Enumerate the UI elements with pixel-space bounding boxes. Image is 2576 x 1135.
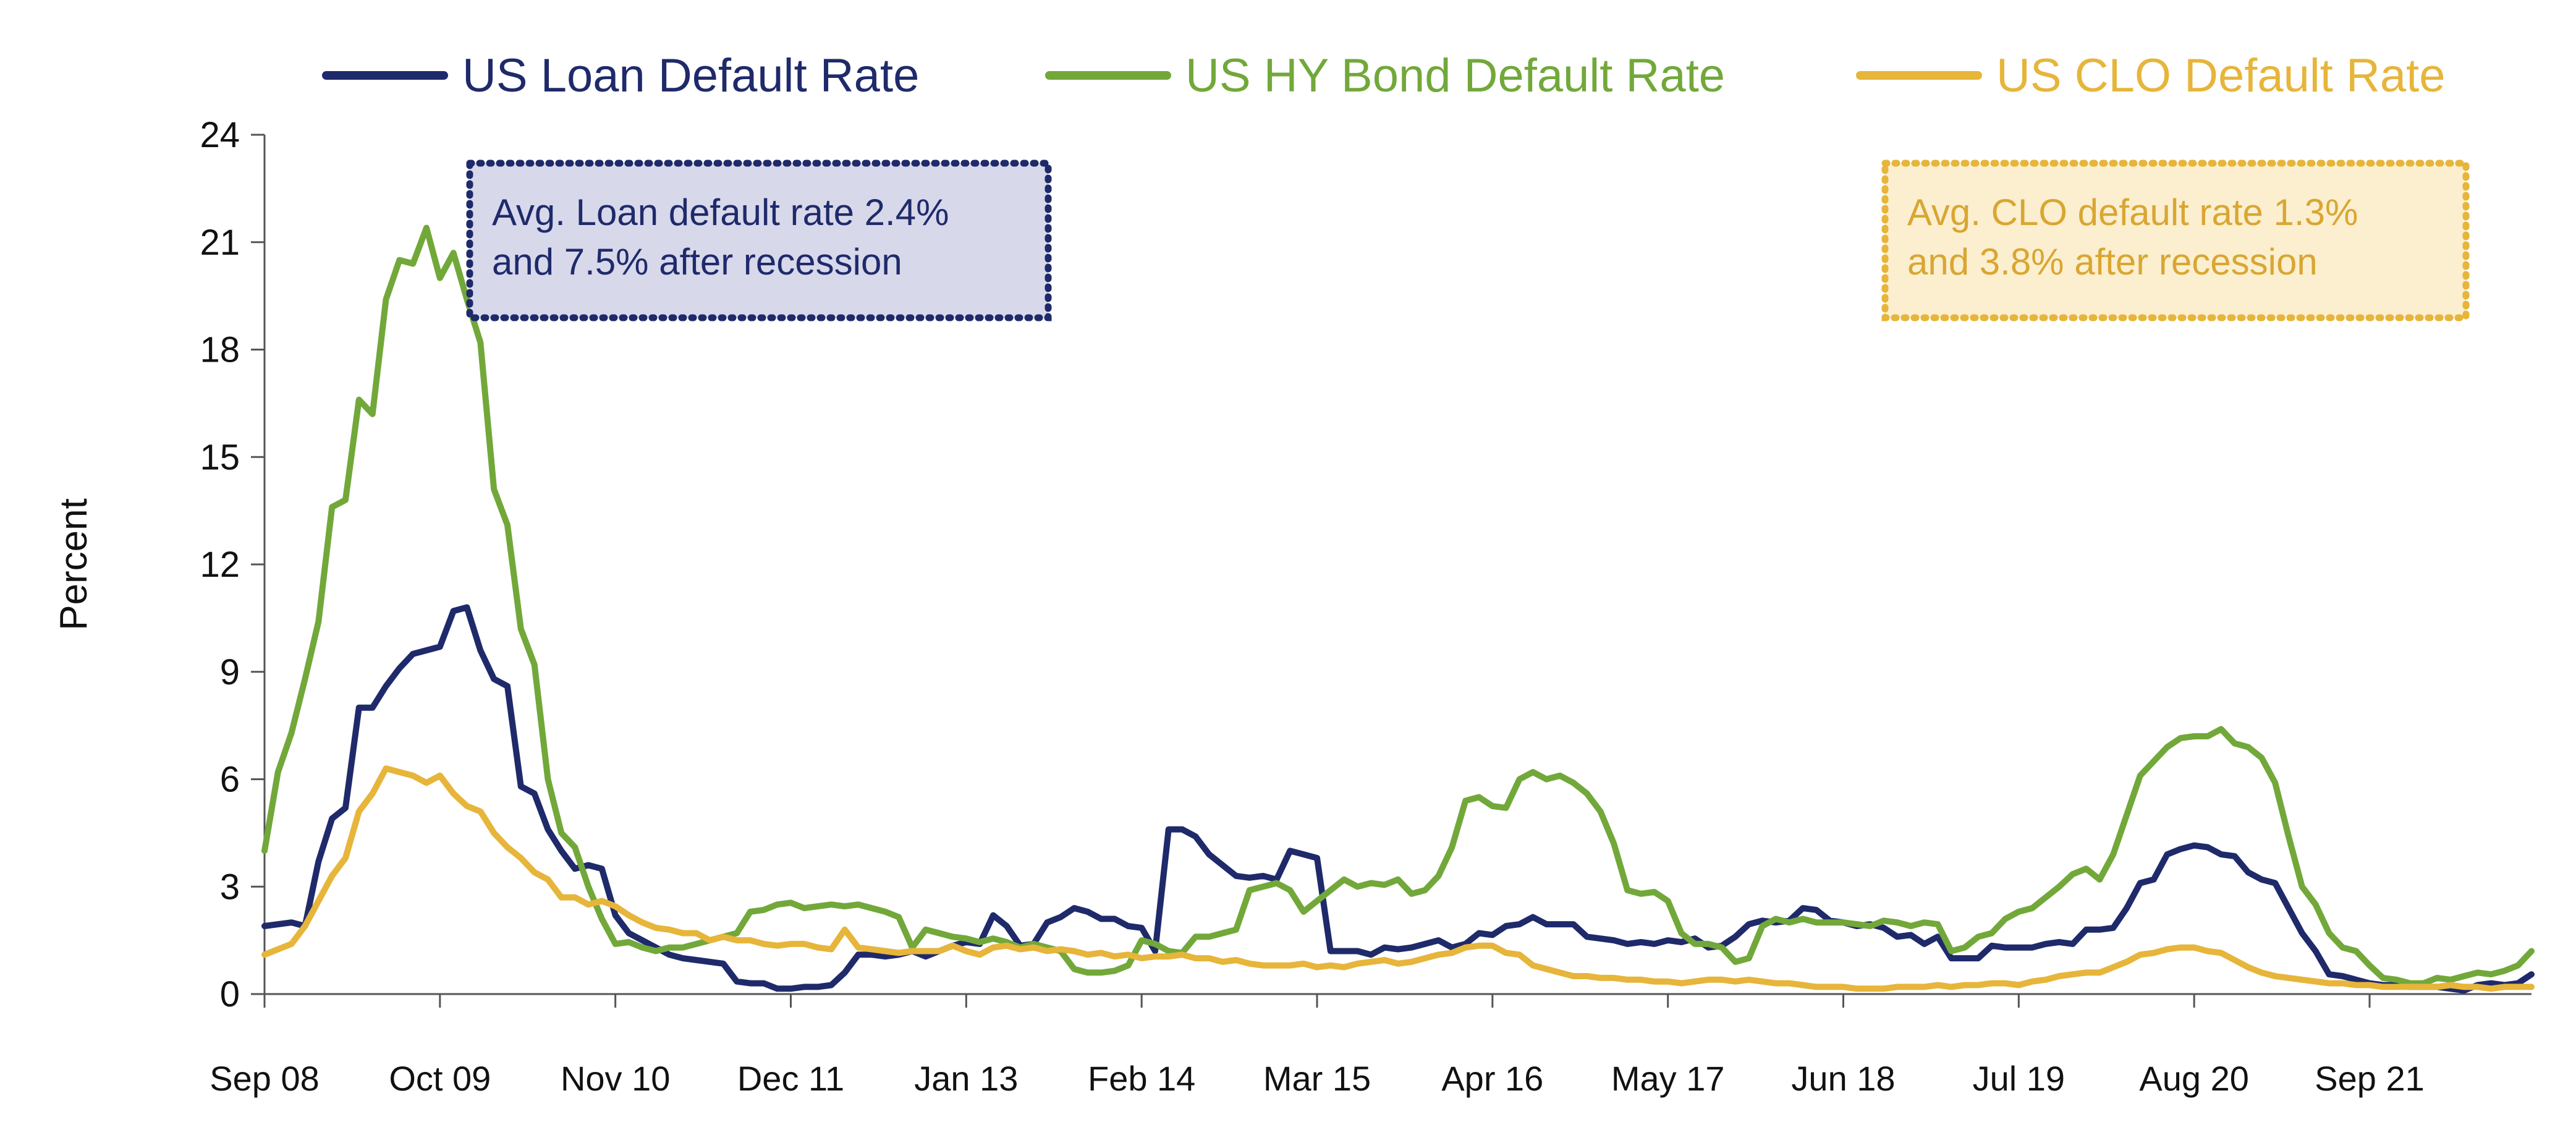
annotation-text-2: Avg. CLO default rate 1.3%: [1907, 192, 2358, 233]
legend-label-us-hy-bond-default-rate: US HY Bond Default Rate: [1185, 49, 1725, 102]
y-tick-label: 24: [200, 115, 240, 155]
y-tick-label: 0: [220, 974, 240, 1014]
x-tick-label: Jan 13: [914, 1059, 1018, 1098]
x-tick-label: Apr 16: [1441, 1059, 1543, 1098]
x-tick-label: Jun 18: [1791, 1059, 1895, 1098]
y-tick-label: 6: [220, 760, 240, 800]
annotations: Avg. Loan default rate 2.4% and 7.5% afte…: [466, 159, 2470, 321]
x-tick-label: Mar 15: [1263, 1059, 1371, 1098]
x-tick-label: Sep 21: [2315, 1059, 2425, 1098]
y-tick-label: 12: [200, 545, 240, 585]
axes: 0 3 6 9 12 15 18 21 24 Percent Sep 08 Oct 09 Nov 10 D…: [53, 115, 2532, 1098]
series-layer: [261, 224, 2535, 994]
legend-label-us-loan-default-rate: US Loan Default Rate: [462, 49, 919, 102]
series-line-us-loan-default-rate: [261, 604, 2535, 994]
y-tick-label: 3: [220, 867, 240, 907]
annotation-text-2: and 3.8% after recession: [1907, 241, 2318, 283]
series-line-us-clo-default-rate: [261, 765, 2535, 992]
y-tick-label: 21: [200, 223, 240, 263]
x-tick-label: Nov 10: [561, 1059, 670, 1098]
x-tick-label: Oct 09: [389, 1059, 491, 1098]
y-axis-label: Percent: [53, 498, 95, 631]
annotation-text-1: and 7.5% after recession: [492, 241, 902, 283]
x-tick-label: Sep 08: [210, 1059, 320, 1098]
legend: US Loan Default Rate US HY Bond Default R…: [322, 49, 2446, 102]
x-tick-label: Aug 20: [2139, 1059, 2249, 1098]
series-line-us-hy-bond-default-rate: [261, 224, 2535, 987]
legend-label-us-clo-default-rate: US CLO Default Rate: [1996, 49, 2446, 102]
annotation-box-1: [466, 159, 1052, 321]
y-tick-label: 18: [200, 330, 240, 370]
y-tick-label: 9: [220, 652, 240, 692]
x-tick-label: Feb 14: [1088, 1059, 1195, 1098]
x-tick-label: Dec 11: [737, 1059, 844, 1098]
x-tick-label: May 17: [1611, 1059, 1725, 1098]
x-tick-label: Jul 19: [1973, 1059, 2065, 1098]
annotation-box-2: [1881, 159, 2470, 321]
y-tick-label: 15: [200, 437, 240, 477]
annotation-text-1: Avg. Loan default rate 2.4%: [492, 192, 949, 233]
